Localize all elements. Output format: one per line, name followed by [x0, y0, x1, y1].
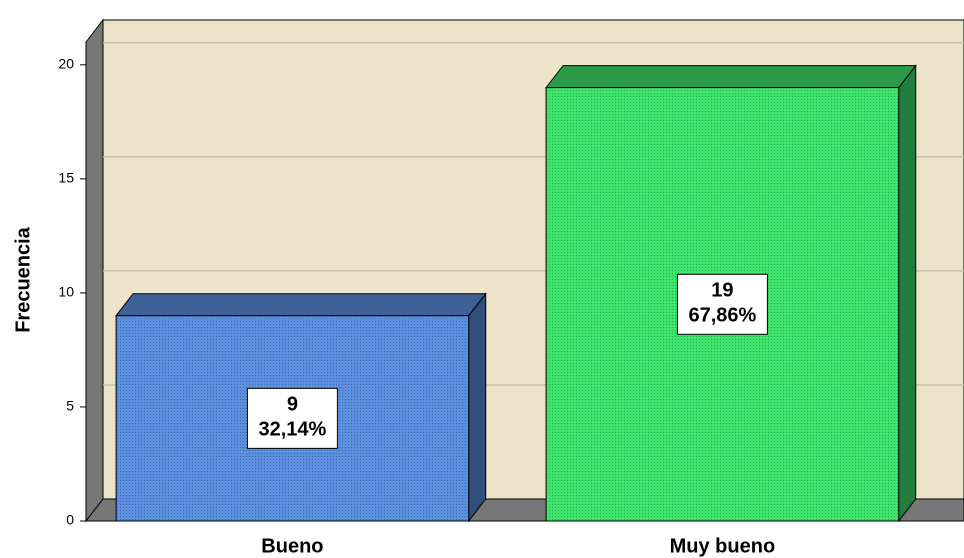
side-wall: [85, 18, 104, 523]
value-label: 19: [711, 280, 733, 302]
y-tick-label: 20: [58, 56, 74, 72]
x-tick-label: Bueno: [261, 535, 323, 557]
label-box: [676, 273, 768, 335]
bar-top: [115, 293, 487, 317]
percent-label: 67,86%: [688, 305, 756, 327]
y-tick-label: 5: [66, 398, 74, 414]
percent-label: 32,14%: [258, 419, 326, 441]
y-tick-label: 15: [58, 170, 74, 186]
bar-top: [545, 65, 917, 89]
y-tick-label: 10: [58, 284, 74, 300]
y-tick-label: 0: [66, 512, 74, 528]
x-tick-label: Muy bueno: [670, 535, 776, 557]
bar-side: [468, 292, 487, 523]
label-box: [246, 387, 338, 449]
bar-side: [898, 64, 917, 523]
y-axis-label: Frecuencia: [12, 226, 34, 332]
value-label: 9: [287, 394, 298, 416]
